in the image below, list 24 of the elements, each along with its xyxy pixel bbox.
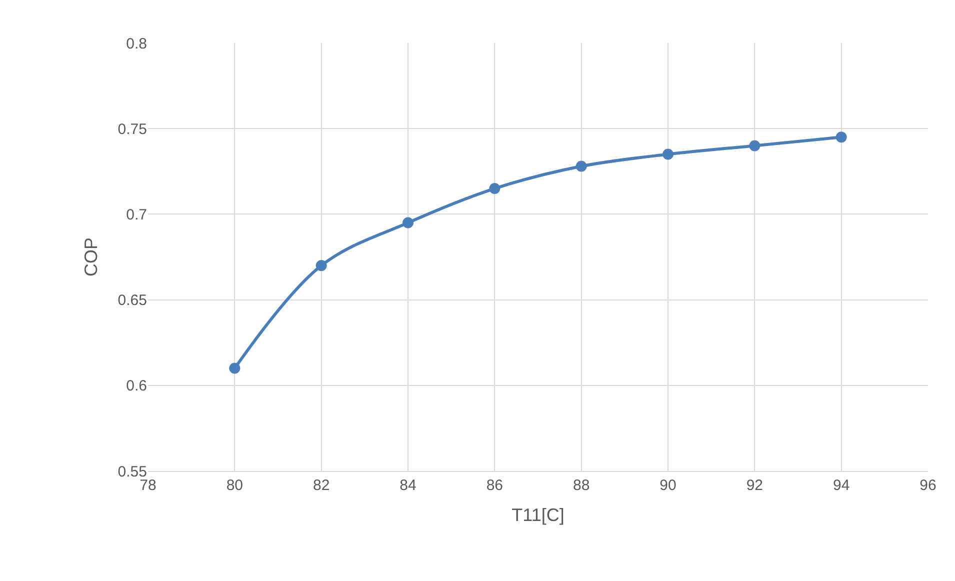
point [576,160,587,172]
y-tick-label: 0.7 [126,206,147,224]
point [836,132,847,143]
point [316,260,327,272]
x-tick-label: 80 [226,477,244,494]
x-tick-label: 96 [920,477,936,494]
y-tick-label: 0.8 [126,35,147,52]
point [749,140,760,152]
y-tick-label: 0.75 [118,120,147,138]
x-tick-label: 90 [660,477,676,494]
x-axis-title: T11[C] [512,505,564,526]
x-tick-label: 88 [572,477,590,494]
x-tick-label: 92 [746,477,764,494]
point [662,148,674,160]
point [489,183,500,194]
x-tick-label: 84 [400,477,416,494]
x-tick-label: 82 [312,477,330,494]
point [229,362,240,374]
y-axis-title: COP [80,237,101,277]
point [402,217,414,228]
y-tick-label: 0.6 [126,378,147,395]
x-tick-label: 86 [486,477,504,494]
x-tick-label: 94 [832,477,850,494]
y-tick-label: 0.65 [118,292,147,310]
